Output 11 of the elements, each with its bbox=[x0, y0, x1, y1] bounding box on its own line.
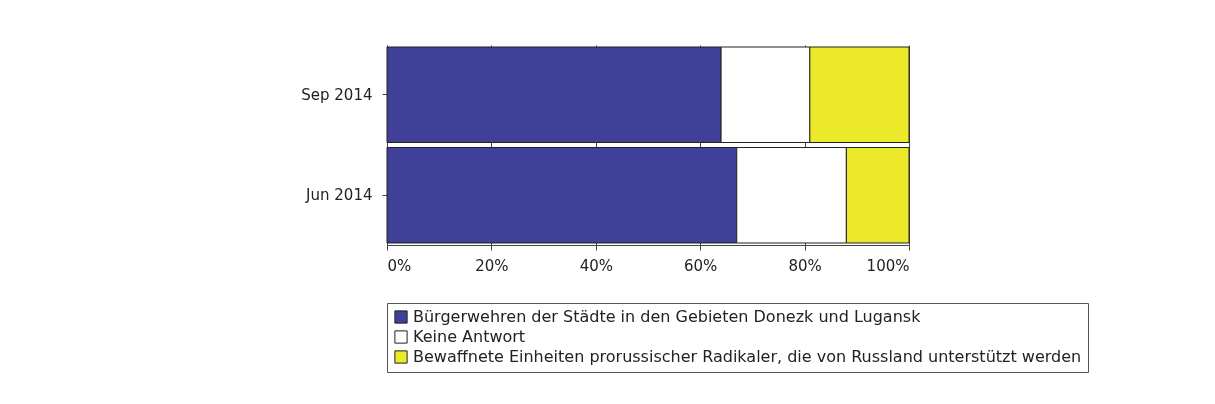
x-tick-label: 100% bbox=[866, 256, 910, 275]
x-tick-label: 60% bbox=[684, 256, 718, 275]
x-tick-label: 20% bbox=[475, 256, 509, 275]
legend-label: Bürgerwehren der Städte in den Gebieten Donezk und Lugansk bbox=[413, 307, 922, 326]
y-tick-label: Sep 2014 bbox=[301, 85, 373, 104]
x-tick-label: 0% bbox=[387, 256, 412, 275]
legend-label: Bewaffnete Einheiten prorussischer Radikaler, die von Russland unterstützt werden bbox=[413, 347, 1082, 366]
x-tick-label: 40% bbox=[579, 256, 613, 275]
y-tick-label: Jun 2014 bbox=[305, 186, 373, 205]
x-tick-label: 80% bbox=[788, 256, 822, 275]
legend-label: Keine Antwort bbox=[413, 327, 526, 346]
